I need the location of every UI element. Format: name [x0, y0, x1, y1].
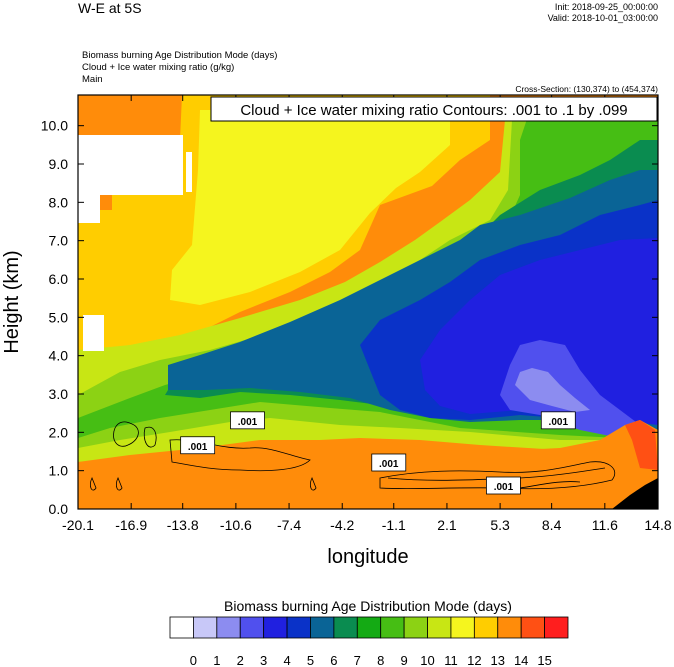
colorbar-swatch	[380, 616, 405, 639]
colorbar-swatch	[473, 616, 499, 639]
contour-label-box	[180, 436, 216, 455]
contour-label-text: .001	[188, 442, 208, 453]
colorbar-label: 13	[491, 653, 505, 667]
colorbar-label: 5	[307, 653, 314, 667]
contour-label-box	[230, 411, 265, 430]
contour-label: .001	[486, 476, 521, 495]
x-axis-title: longitude	[327, 546, 408, 568]
y-tick-label: 4.0	[49, 348, 69, 364]
y-tick-label: 2.0	[49, 424, 69, 440]
colorbar-labels: 0 1 2 3 4 5 6 7 8 9 10 11 12 13 14 15	[190, 653, 552, 667]
contour-label-box	[486, 476, 521, 495]
plot-title-left: W-E at 5S	[78, 0, 142, 16]
colorbar-label: 6	[330, 653, 337, 667]
colorbar-swatch	[216, 616, 241, 639]
colorbar-swatch	[286, 616, 311, 639]
colorbar-swatch	[427, 616, 452, 639]
colorbar-swatch	[333, 616, 358, 639]
x-tick-label: -13.8	[167, 517, 199, 533]
x-tick-label: -20.1	[62, 517, 94, 533]
colorbar	[169, 616, 569, 639]
contour-label: .001	[180, 436, 216, 455]
contour-label-text: .001	[549, 417, 569, 428]
chart-title: Cloud + Ice water mixing ratio Contours:…	[240, 102, 627, 119]
colorbar-title: Biomass burning Age Distribution Mode (d…	[224, 598, 512, 614]
x-tick-label: -7.4	[277, 517, 301, 533]
y-tick-label: 5.0	[49, 309, 69, 325]
contour-label-box	[540, 411, 576, 430]
colorbar-label: 12	[467, 653, 481, 667]
colorbar-label: 3	[260, 653, 267, 667]
contour-label: .001	[230, 411, 265, 430]
y-tick-label: 7.0	[49, 233, 69, 249]
y-tick-label: 10.0	[41, 118, 68, 134]
contour-label: .001	[371, 453, 407, 472]
colorbar-label: 15	[537, 653, 551, 667]
colorbar-label: 2	[237, 653, 244, 667]
colorbar-label: 4	[283, 653, 290, 667]
colorbar-swatch	[544, 616, 569, 639]
colorbar-label: 1	[213, 653, 220, 667]
y-tick-label: 9.0	[49, 156, 69, 172]
colorbar-swatch	[169, 616, 194, 639]
colorbar-swatch	[403, 616, 428, 639]
contour-label-text: .001	[494, 482, 514, 493]
colorbar-swatch	[193, 616, 218, 639]
y-tick-label: 6.0	[49, 271, 69, 287]
colorbar-label: 14	[514, 653, 528, 667]
chart-title-box: Cloud + Ice water mixing ratio Contours:…	[210, 96, 658, 122]
x-tick-label: -16.9	[115, 517, 147, 533]
contour-label-text: .001	[379, 459, 399, 470]
x-axis-tick-labels: -20.1 -16.9 -13.8 -10.6 -7.4 -4.2 -1.1 2.1 5.3 8.…	[62, 517, 672, 533]
x-tick-label: -10.6	[220, 517, 252, 533]
y-axis-title: Height (km)	[1, 250, 23, 353]
contour-label: .001	[540, 411, 576, 430]
colorbar-swatch	[239, 616, 265, 639]
colorbar-swatch	[450, 616, 475, 639]
colorbar-label: 10	[420, 653, 434, 667]
colorbar-label: 9	[401, 653, 408, 667]
contour-label-box	[371, 453, 407, 472]
colorbar-swatch	[310, 616, 335, 639]
colorbar-label: 8	[377, 653, 384, 667]
y-axis-tick-labels: 0.0 1.0 2.0 3.0 4.0 5.0 6.0 7.0 8.0 9.0 10.0	[41, 118, 68, 517]
field-description: Biomass burning Age Distribution Mode (d…	[82, 50, 278, 61]
colorbar-swatch	[520, 616, 545, 639]
x-tick-label: 11.6	[592, 517, 618, 533]
x-tick-label: 8.4	[542, 517, 562, 533]
colorbar-swatch	[497, 616, 522, 639]
x-tick-label: 14.8	[644, 517, 671, 533]
contour-label-text: .001	[238, 417, 258, 428]
y-tick-label: 0.0	[49, 501, 69, 517]
init-time: Init: 2018-09-25_00:00:00	[554, 2, 658, 12]
y-tick-label: 1.0	[49, 463, 69, 479]
colorbar-swatch	[356, 616, 382, 639]
field-description: Cloud + Ice water mixing ratio (g/kg)	[82, 62, 235, 73]
y-tick-label: 8.0	[49, 194, 69, 210]
field-description: Main	[82, 74, 103, 85]
heatmap-field	[78, 95, 658, 509]
x-tick-label: 5.3	[490, 517, 510, 533]
colorbar-label: 11	[444, 653, 458, 667]
y-tick-label: 3.0	[49, 386, 69, 402]
x-tick-label: 2.1	[437, 517, 457, 533]
x-tick-label: -4.2	[330, 517, 354, 533]
contour-labels: .001 .001 .001 .001 .001	[180, 411, 576, 495]
x-tick-label: -1.1	[382, 517, 406, 533]
colorbar-label: 7	[354, 653, 361, 667]
colorbar-swatch	[263, 616, 288, 639]
plot-frame	[77, 94, 659, 510]
valid-time: Valid: 2018-10-01_03:00:00	[547, 13, 658, 23]
colorbar-label: 0	[190, 653, 197, 667]
cross-section-label: Cross-Section: (130,374) to (454,374)	[515, 84, 658, 94]
